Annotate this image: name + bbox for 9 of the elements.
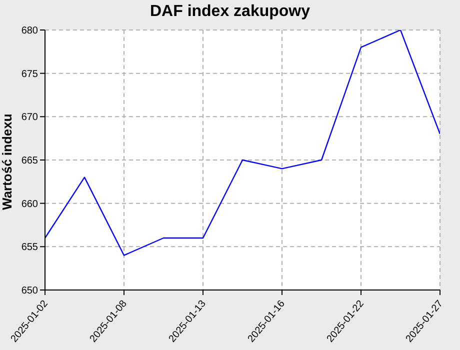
y-tick-label: 655 xyxy=(21,242,38,254)
y-tick-label: 650 xyxy=(21,286,38,297)
y-tick-label: 665 xyxy=(21,156,38,167)
chart-title: DAF index zakupowy xyxy=(148,3,312,21)
y-tick-label: 660 xyxy=(21,198,38,210)
y-tick-label: 680 xyxy=(21,26,38,37)
y-axis-title: Wartość indexu xyxy=(0,114,15,210)
y-tick-label: 675 xyxy=(21,68,38,80)
y-tick-label: 670 xyxy=(21,112,38,124)
